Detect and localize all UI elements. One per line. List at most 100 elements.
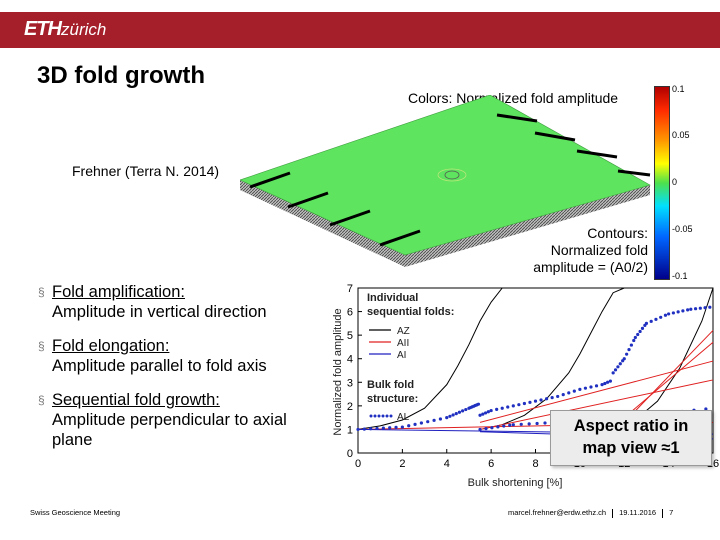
arrow-west-3	[329, 209, 371, 227]
series-point	[464, 407, 468, 412]
series-point	[638, 329, 642, 334]
bullet-head: Fold elongation:	[52, 337, 170, 355]
series-point	[381, 426, 385, 430]
series-point	[698, 306, 702, 310]
x-tick-label: 8	[532, 458, 538, 470]
callout-line-1: Aspect ratio in	[573, 417, 689, 435]
series-point	[483, 411, 488, 415]
bullet-head: Sequential fold growth:	[52, 391, 220, 409]
footer-info: marcel.frehner@erdw.ethz.ch 19.11.2016 7	[508, 508, 673, 518]
legend-title: Individual	[367, 292, 418, 304]
legend-swatch	[385, 414, 389, 418]
series-point	[535, 421, 539, 426]
series-point	[457, 410, 462, 414]
series-point	[632, 338, 636, 343]
series-point	[583, 386, 588, 390]
series-point	[676, 310, 680, 314]
series-point	[606, 380, 610, 384]
series-line	[357, 287, 514, 430]
y-tick-label: 2	[347, 401, 353, 413]
y-tick-label: 1	[347, 424, 353, 436]
series-point	[528, 400, 532, 404]
series-point	[703, 306, 707, 310]
bullet-item: § Sequential fold growth: Amplitude perpen…	[38, 390, 328, 450]
colorbar	[654, 86, 670, 280]
colorbar-tick: 0	[672, 177, 678, 187]
contours-line-3: amplitude = (A0/2)	[533, 259, 648, 275]
bullet-item: § Fold amplification: Amplitude in vertica…	[38, 282, 328, 322]
series-point	[460, 409, 465, 413]
series-point	[686, 308, 690, 312]
series-point	[704, 407, 708, 411]
aspect-ratio-callout: Aspect ratio in map view ≈1	[550, 410, 712, 466]
series-point	[527, 422, 531, 426]
x-tick-label: 4	[444, 458, 450, 470]
legend-title: Bulk fold	[367, 379, 414, 391]
series-point	[476, 402, 481, 406]
y-tick-label: 6	[347, 307, 353, 319]
series-point	[407, 424, 411, 428]
series-line	[479, 379, 714, 430]
series-point	[627, 348, 631, 352]
series-point	[451, 413, 455, 417]
series-line	[479, 287, 625, 430]
legend-title: structure:	[367, 393, 418, 405]
series-point	[511, 423, 515, 427]
series-point	[413, 422, 417, 426]
series-point	[616, 365, 620, 369]
series-point	[495, 407, 499, 411]
series-point	[681, 309, 685, 313]
series-point	[426, 420, 430, 424]
series-point	[489, 408, 493, 413]
arrow-west-4	[379, 229, 421, 247]
series-point	[508, 423, 512, 427]
series-point	[502, 424, 506, 428]
footer-event: Swiss Geoscience Meeting	[30, 508, 121, 517]
series-line	[623, 330, 714, 423]
series-point	[671, 311, 675, 315]
series-point	[608, 379, 612, 383]
series-point	[519, 422, 523, 426]
series-point	[667, 312, 671, 316]
series-point	[432, 418, 436, 422]
series-point	[522, 401, 527, 406]
series-point	[633, 335, 637, 340]
series-point	[496, 425, 500, 429]
series-point	[445, 416, 449, 420]
series-point	[589, 385, 593, 389]
bullet-head: Fold amplification:	[52, 283, 185, 301]
series-point	[506, 405, 510, 409]
footer-separator	[662, 508, 664, 518]
x-tick-label: 6	[488, 458, 494, 470]
series-point	[640, 326, 645, 331]
legend-label: AL	[397, 412, 410, 423]
footer-date: 19.11.2016	[619, 508, 657, 517]
bullet-marker-icon: §	[38, 393, 45, 407]
bullet-sub: Amplitude parallel to fold axis	[52, 357, 267, 375]
arrow-east-3	[576, 149, 618, 159]
series-point	[622, 357, 626, 361]
y-axis-label: Normalized fold amplitude	[332, 308, 344, 435]
series-point	[394, 425, 398, 430]
series-point	[543, 421, 547, 425]
footer-email: marcel.frehner@erdw.ethz.ch	[508, 508, 607, 517]
colorbar-tick: 0.1	[672, 84, 685, 94]
x-axis-label: Bulk shortening [%]	[468, 477, 563, 489]
arrow-west-2	[287, 191, 329, 209]
footer-page: 7	[669, 508, 674, 517]
series-point	[500, 406, 504, 410]
colorbar-tick: -0.05	[672, 224, 693, 234]
series-point	[481, 412, 485, 416]
series-point	[600, 383, 604, 387]
bullet-marker-icon: §	[38, 285, 45, 299]
series-point	[618, 362, 622, 366]
y-tick-label: 3	[347, 377, 353, 389]
y-tick-label: 4	[347, 354, 353, 366]
series-point	[663, 313, 668, 317]
contours-line-2: Normalized fold	[550, 242, 648, 258]
series-point	[611, 371, 615, 375]
series-point	[362, 427, 366, 431]
legend-swatch	[389, 414, 393, 418]
slide-title: 3D fold growth	[37, 62, 205, 89]
plate-side	[240, 180, 650, 267]
